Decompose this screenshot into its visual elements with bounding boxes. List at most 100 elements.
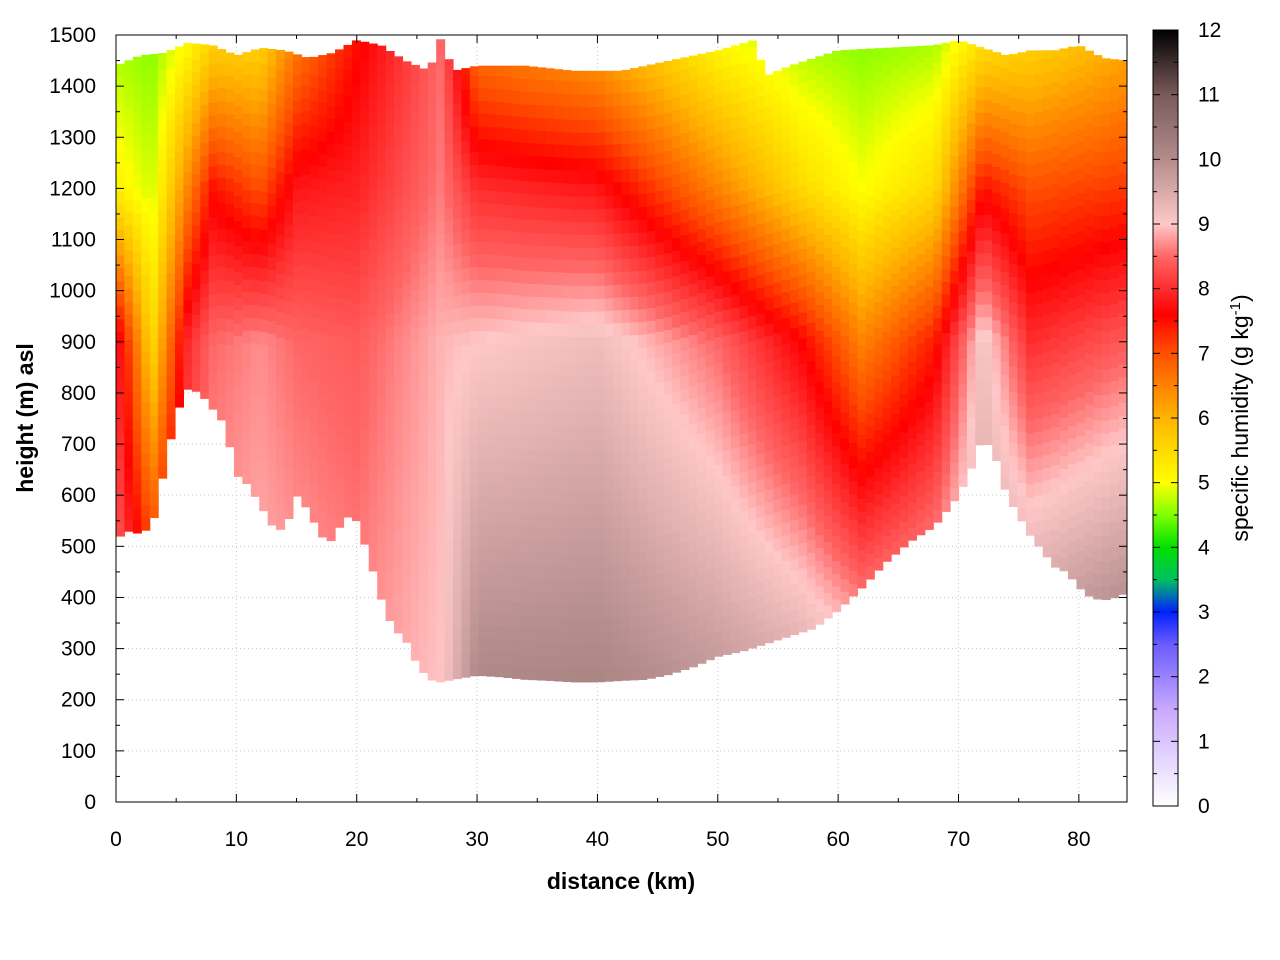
humidity-cell [613, 527, 623, 541]
humidity-cell [874, 237, 884, 251]
humidity-cell [368, 506, 378, 521]
humidity-cell [259, 382, 269, 397]
humidity-cell [1068, 208, 1078, 222]
humidity-cell [756, 287, 766, 301]
humidity-cell [966, 71, 976, 86]
humidity-cell [335, 437, 345, 452]
humidity-cell [621, 245, 631, 259]
humidity-cell [731, 435, 741, 449]
humidity-cell [604, 412, 614, 427]
humidity-cell [132, 136, 142, 151]
humidity-cell [368, 366, 378, 380]
humidity-cell [705, 467, 715, 482]
humidity-cell [587, 477, 597, 491]
humidity-cell [840, 335, 850, 349]
humidity-cell [992, 370, 1002, 385]
humidity-cell [646, 102, 656, 117]
humidity-cell [764, 425, 774, 439]
humidity-cell [1034, 290, 1044, 304]
humidity-cell [149, 53, 159, 58]
humidity-cell [427, 564, 437, 579]
humidity-cell [318, 396, 328, 410]
humidity-cell [174, 112, 184, 127]
humidity-cell [444, 168, 454, 183]
humidity-cell [629, 117, 639, 131]
humidity-cell [655, 561, 665, 575]
humidity-cell [132, 341, 142, 355]
humidity-cell [596, 272, 606, 286]
humidity-cell [714, 541, 724, 555]
humidity-cell [537, 577, 547, 592]
humidity-cell [773, 294, 783, 309]
humidity-cell [436, 515, 446, 529]
humidity-cell [705, 634, 715, 648]
humidity-cell [1076, 537, 1086, 552]
humidity-cell [764, 616, 774, 631]
humidity-cell [916, 266, 926, 280]
humidity-cell [840, 207, 850, 222]
humidity-cell [764, 348, 774, 362]
humidity-cell [899, 112, 909, 126]
humidity-cell [1051, 400, 1061, 415]
humidity-cell [739, 241, 749, 255]
humidity-cell [259, 472, 269, 486]
humidity-cell [478, 138, 488, 153]
humidity-cell [848, 122, 858, 137]
humidity-cell [343, 491, 353, 505]
humidity-cell [301, 481, 311, 495]
humidity-cell [402, 258, 412, 273]
humidity-cell [427, 398, 437, 413]
humidity-cell [629, 411, 639, 425]
humidity-cell [318, 319, 328, 333]
humidity-cell [646, 396, 656, 411]
humidity-cell [292, 54, 302, 62]
humidity-cell [562, 297, 572, 312]
humidity-cell [250, 49, 260, 63]
humidity-cell [1051, 132, 1061, 146]
humidity-cell [933, 279, 943, 293]
humidity-cell [486, 433, 496, 447]
humidity-cell [208, 370, 218, 385]
humidity-cell [436, 605, 446, 619]
humidity-cell [891, 323, 901, 338]
humidity-cell [714, 183, 724, 197]
humidity-cell [731, 230, 741, 245]
humidity-cell [790, 72, 800, 86]
humidity-cell [579, 413, 589, 427]
humidity-cell [562, 528, 572, 542]
humidity-cell [191, 109, 201, 124]
humidity-cell [638, 628, 648, 642]
humidity-cell [174, 151, 184, 165]
humidity-cell [191, 340, 201, 354]
humidity-cell [284, 186, 294, 200]
humidity-cell [1101, 228, 1111, 243]
humidity-cell [840, 271, 850, 285]
humidity-cell [747, 622, 757, 636]
humidity-cell [798, 82, 808, 96]
humidity-cell [916, 100, 926, 114]
humidity-cell [613, 655, 623, 669]
humidity-cell [520, 589, 530, 604]
humidity-cell [537, 616, 547, 630]
humidity-cell [773, 512, 783, 526]
humidity-cell [511, 435, 521, 449]
humidity-cell [1093, 573, 1103, 587]
humidity-cell [444, 603, 454, 617]
humidity-cell [638, 116, 648, 131]
humidity-cell [469, 573, 479, 587]
humidity-cell [697, 433, 707, 447]
humidity-cell [1084, 161, 1094, 175]
humidity-cell [292, 470, 302, 484]
humidity-cell [469, 432, 479, 447]
humidity-cell [419, 327, 429, 341]
humidity-cell [478, 598, 488, 613]
humidity-cell [276, 184, 286, 198]
humidity-cell [1009, 301, 1019, 316]
humidity-cell [1068, 502, 1078, 516]
humidity-cell [478, 189, 488, 204]
humidity-cell [714, 310, 724, 325]
humidity-cell [174, 266, 184, 280]
humidity-cell [731, 345, 741, 360]
humidity-cell [436, 630, 446, 644]
humidity-cell [924, 414, 934, 428]
